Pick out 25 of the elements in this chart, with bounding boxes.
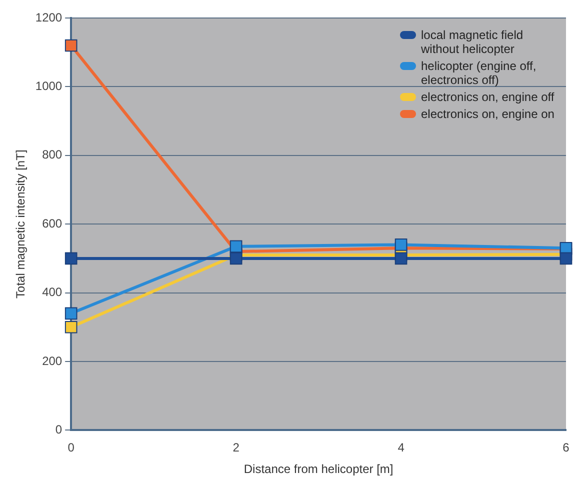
y-tick-label: 800 bbox=[42, 148, 62, 162]
x-tick-label: 6 bbox=[562, 440, 570, 455]
point bbox=[64, 39, 78, 52]
x-tick-label: 0 bbox=[68, 440, 75, 455]
legend-label: electronics on, engine on bbox=[421, 107, 554, 121]
y-axis-title: Total magnetic intensity [nT] bbox=[14, 150, 28, 298]
y-tick-label: 1000 bbox=[35, 79, 62, 94]
point bbox=[230, 240, 242, 253]
y-tick-label: 200 bbox=[42, 354, 62, 368]
x-tick-label: 2 bbox=[232, 440, 240, 455]
point bbox=[230, 252, 242, 265]
point bbox=[64, 320, 78, 334]
y-tick-label: 1200 bbox=[35, 10, 62, 24]
x-axis-title: Distance from helicopter [m] bbox=[244, 462, 394, 476]
point bbox=[394, 238, 408, 251]
y-tick-label: 400 bbox=[42, 285, 62, 300]
y-tick-label: 600 bbox=[42, 216, 62, 230]
point bbox=[64, 252, 78, 265]
point bbox=[394, 252, 408, 265]
point bbox=[560, 252, 572, 265]
legend-label: helicopter (engine off, electronics off) bbox=[421, 59, 538, 87]
y-tick-label: 0 bbox=[55, 422, 62, 437]
x-tick-label: 4 bbox=[398, 440, 405, 455]
legend-label: electronics on, engine off bbox=[421, 90, 554, 104]
point bbox=[64, 307, 78, 320]
